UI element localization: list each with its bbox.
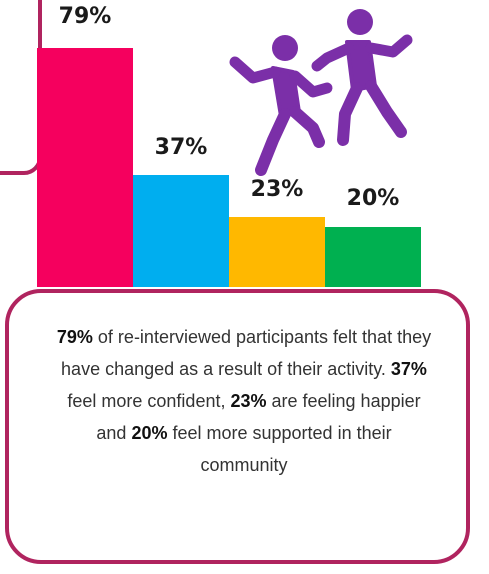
bar bbox=[37, 48, 133, 287]
caption-stat-changed: 79% bbox=[56, 327, 93, 347]
caption-stat-happier: 23% bbox=[230, 391, 267, 411]
caption-text-part3: are feeling happier and bbox=[96, 391, 421, 443]
bar bbox=[229, 217, 325, 287]
jumping-people-icon bbox=[229, 9, 413, 176]
bar bbox=[133, 175, 229, 287]
caption-box: 79% of re-interviewed participants felt … bbox=[5, 289, 470, 564]
bar-value-label: 37% bbox=[154, 135, 208, 161]
bar-value-label: 79% bbox=[58, 4, 112, 29]
bar bbox=[325, 226, 421, 287]
caption-stat-confident: 37% bbox=[390, 359, 427, 379]
caption-text-part1: of re-interviewed participants felt that… bbox=[61, 327, 432, 379]
bar-value-label: 20% bbox=[346, 186, 400, 212]
caption-stat-supported: 20% bbox=[131, 423, 168, 443]
bar-value-label: 23% bbox=[250, 177, 304, 203]
caption-text: 79% of re-interviewed participants felt … bbox=[54, 321, 434, 481]
caption-text-part2: feel more confident, bbox=[67, 391, 231, 411]
caption-text-part4: feel more supported in their community bbox=[167, 423, 392, 475]
top-left-frame bbox=[0, 0, 42, 175]
